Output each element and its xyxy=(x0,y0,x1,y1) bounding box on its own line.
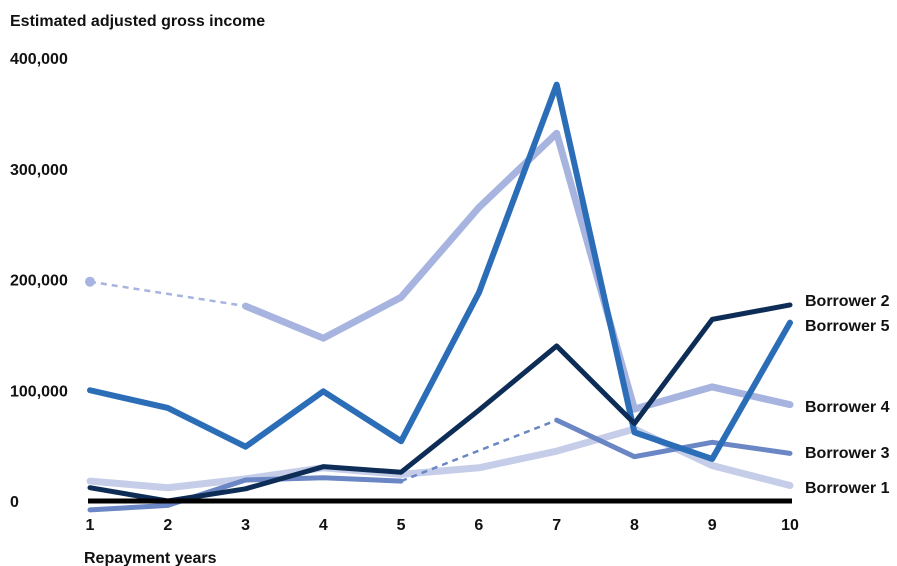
y-tick-label: 400,000 xyxy=(10,51,68,68)
x-tick-label: 10 xyxy=(781,517,799,534)
series-borrower-4 xyxy=(85,129,794,413)
x-tick-label: 4 xyxy=(319,517,328,534)
series-borrower-2 xyxy=(87,302,793,504)
series-dashed-segment xyxy=(400,418,558,483)
x-tick-label: 2 xyxy=(163,517,172,534)
series-line xyxy=(242,129,794,413)
series-borrower-3 xyxy=(87,417,793,513)
series-label: Borrower 2 xyxy=(805,293,890,310)
y-tick-label: 100,000 xyxy=(10,383,68,400)
x-tick-label: 1 xyxy=(86,517,95,534)
series-point xyxy=(85,276,95,287)
series-label: Borrower 3 xyxy=(805,445,890,462)
series-line xyxy=(87,302,793,504)
series-line xyxy=(87,475,404,513)
x-tick-label: 6 xyxy=(474,517,483,534)
series-borrower-1 xyxy=(86,425,794,492)
x-axis-tick-labels: 1 2 3 4 5 6 7 8 9 10 xyxy=(86,517,799,534)
series-lines xyxy=(85,81,794,513)
series-dashed-segment xyxy=(89,280,246,308)
series-label: Borrower 4 xyxy=(805,399,890,416)
y-tick-label: 200,000 xyxy=(10,273,68,290)
y-axis-tick-labels: 0 100,000 200,000 300,000 400,000 xyxy=(10,51,68,511)
series-label: Borrower 5 xyxy=(805,318,890,335)
y-tick-label: 0 xyxy=(10,494,19,511)
x-tick-label: 3 xyxy=(241,517,250,534)
series-line xyxy=(87,81,793,462)
x-axis-title: Repayment years xyxy=(84,550,217,566)
series-label: Borrower 1 xyxy=(805,480,890,497)
x-tick-label: 9 xyxy=(708,517,717,534)
x-tick-label: 7 xyxy=(552,517,561,534)
series-borrower-5 xyxy=(87,81,793,462)
series-line xyxy=(86,425,794,492)
y-tick-label: 300,000 xyxy=(10,162,68,179)
series-line xyxy=(554,417,793,460)
x-tick-label: 5 xyxy=(397,517,406,534)
series-labels: Borrower 1 Borrower 4 Borrower 3 Borrower 5… xyxy=(805,293,890,497)
x-tick-label: 8 xyxy=(630,517,639,534)
y-axis-title: Estimated adjusted gross income xyxy=(10,13,265,30)
